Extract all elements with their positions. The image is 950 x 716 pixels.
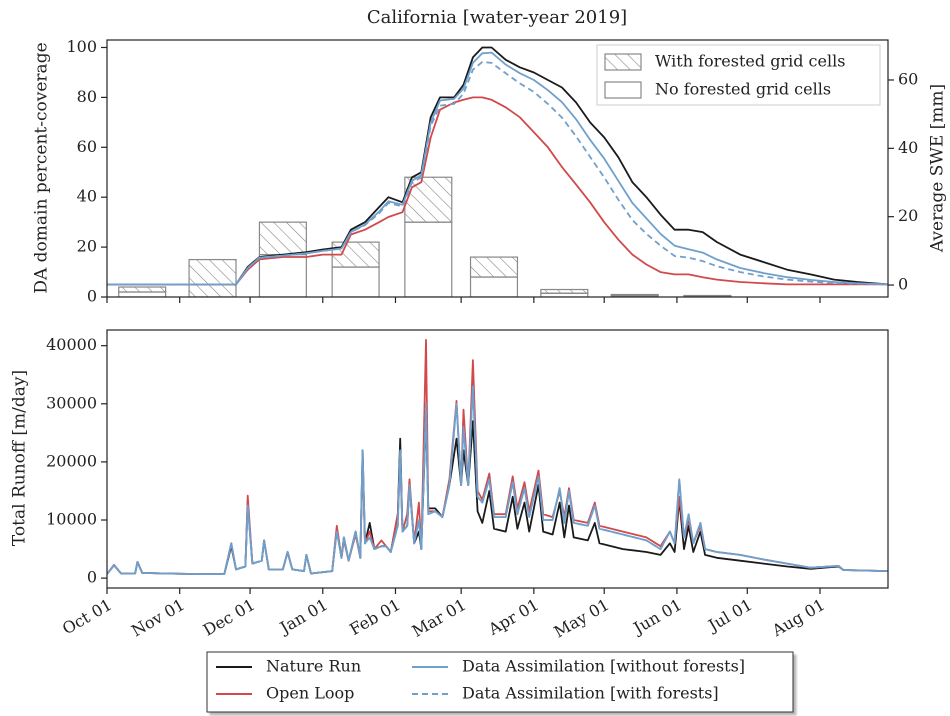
line [107,385,888,575]
bar [258,253,307,297]
bar [188,258,237,297]
line [107,385,888,575]
line [107,51,888,286]
bar [258,221,307,256]
legend-swatch [604,81,642,99]
line [107,339,888,575]
x-tick-label: Aug 01 [768,595,828,641]
bar [469,276,519,297]
y-tick-label: 0 [87,287,97,306]
y-tick-label: 100 [66,37,97,56]
legend-label: Data Assimilation [with forests] [462,684,719,703]
y-axis-label: DA domain percent-coverage [32,42,52,293]
plot-area [107,339,888,575]
legend-box [206,651,794,713]
y2-tick-label: 60 [898,69,918,88]
y2-tick-label: 0 [898,275,908,294]
legend-label: Open Loop [266,684,354,703]
bar [331,266,380,297]
y-tick-label: 40000 [46,335,97,354]
y-tick-label: 40 [77,187,97,206]
legend-label: With forested grid cells [655,52,845,71]
chart-title: California [water-year 2019] [367,7,627,28]
y-tick-label: 20 [77,237,97,256]
x-tick-label: Mar 01 [409,595,470,641]
bar [683,294,732,297]
line [107,46,888,286]
y-tick-label: 0 [87,568,97,587]
bar [404,221,453,297]
x-tick-label: Jun 01 [628,595,685,639]
y-axis-label: Total Runoff [m/day] [10,370,30,546]
bar [404,176,453,223]
bar [610,293,659,297]
x-tick-label: Nov 01 [128,595,188,641]
legend-label: Nature Run [266,657,361,676]
legend-swatch [604,53,642,71]
plot-area [107,46,888,297]
x-tick-label: Feb 01 [346,595,403,639]
x-tick-label: Oct 01 [59,595,115,638]
y-tick-label: 80 [77,87,97,106]
legend-box [596,44,881,106]
y2-tick-label: 20 [898,206,918,225]
legend-label: No forested grid cells [655,80,831,99]
x-tick-label: Dec 01 [200,595,259,640]
bar [540,288,589,294]
x-tick-label: Jan 01 [275,595,331,638]
legend-label: Data Assimilation [without forests] [462,657,745,676]
line [107,414,888,575]
y2-axis-label: Average SWE [mm] [928,84,948,253]
line [107,96,888,286]
line [107,61,888,286]
axes-frame [106,329,889,589]
bar [118,286,167,293]
y-tick-label: 60 [77,137,97,156]
axes-frame [106,39,889,298]
x-tick-label: Jul 01 [703,595,755,636]
y-tick-label: 20000 [46,451,97,470]
x-tick-label: May 01 [551,595,613,642]
y-tick-label: 30000 [46,393,97,412]
x-tick-label: Apr 01 [484,595,542,639]
bar [118,291,167,297]
y2-tick-label: 40 [898,138,918,157]
bar [469,256,519,278]
y-tick-label: 10000 [46,510,97,529]
